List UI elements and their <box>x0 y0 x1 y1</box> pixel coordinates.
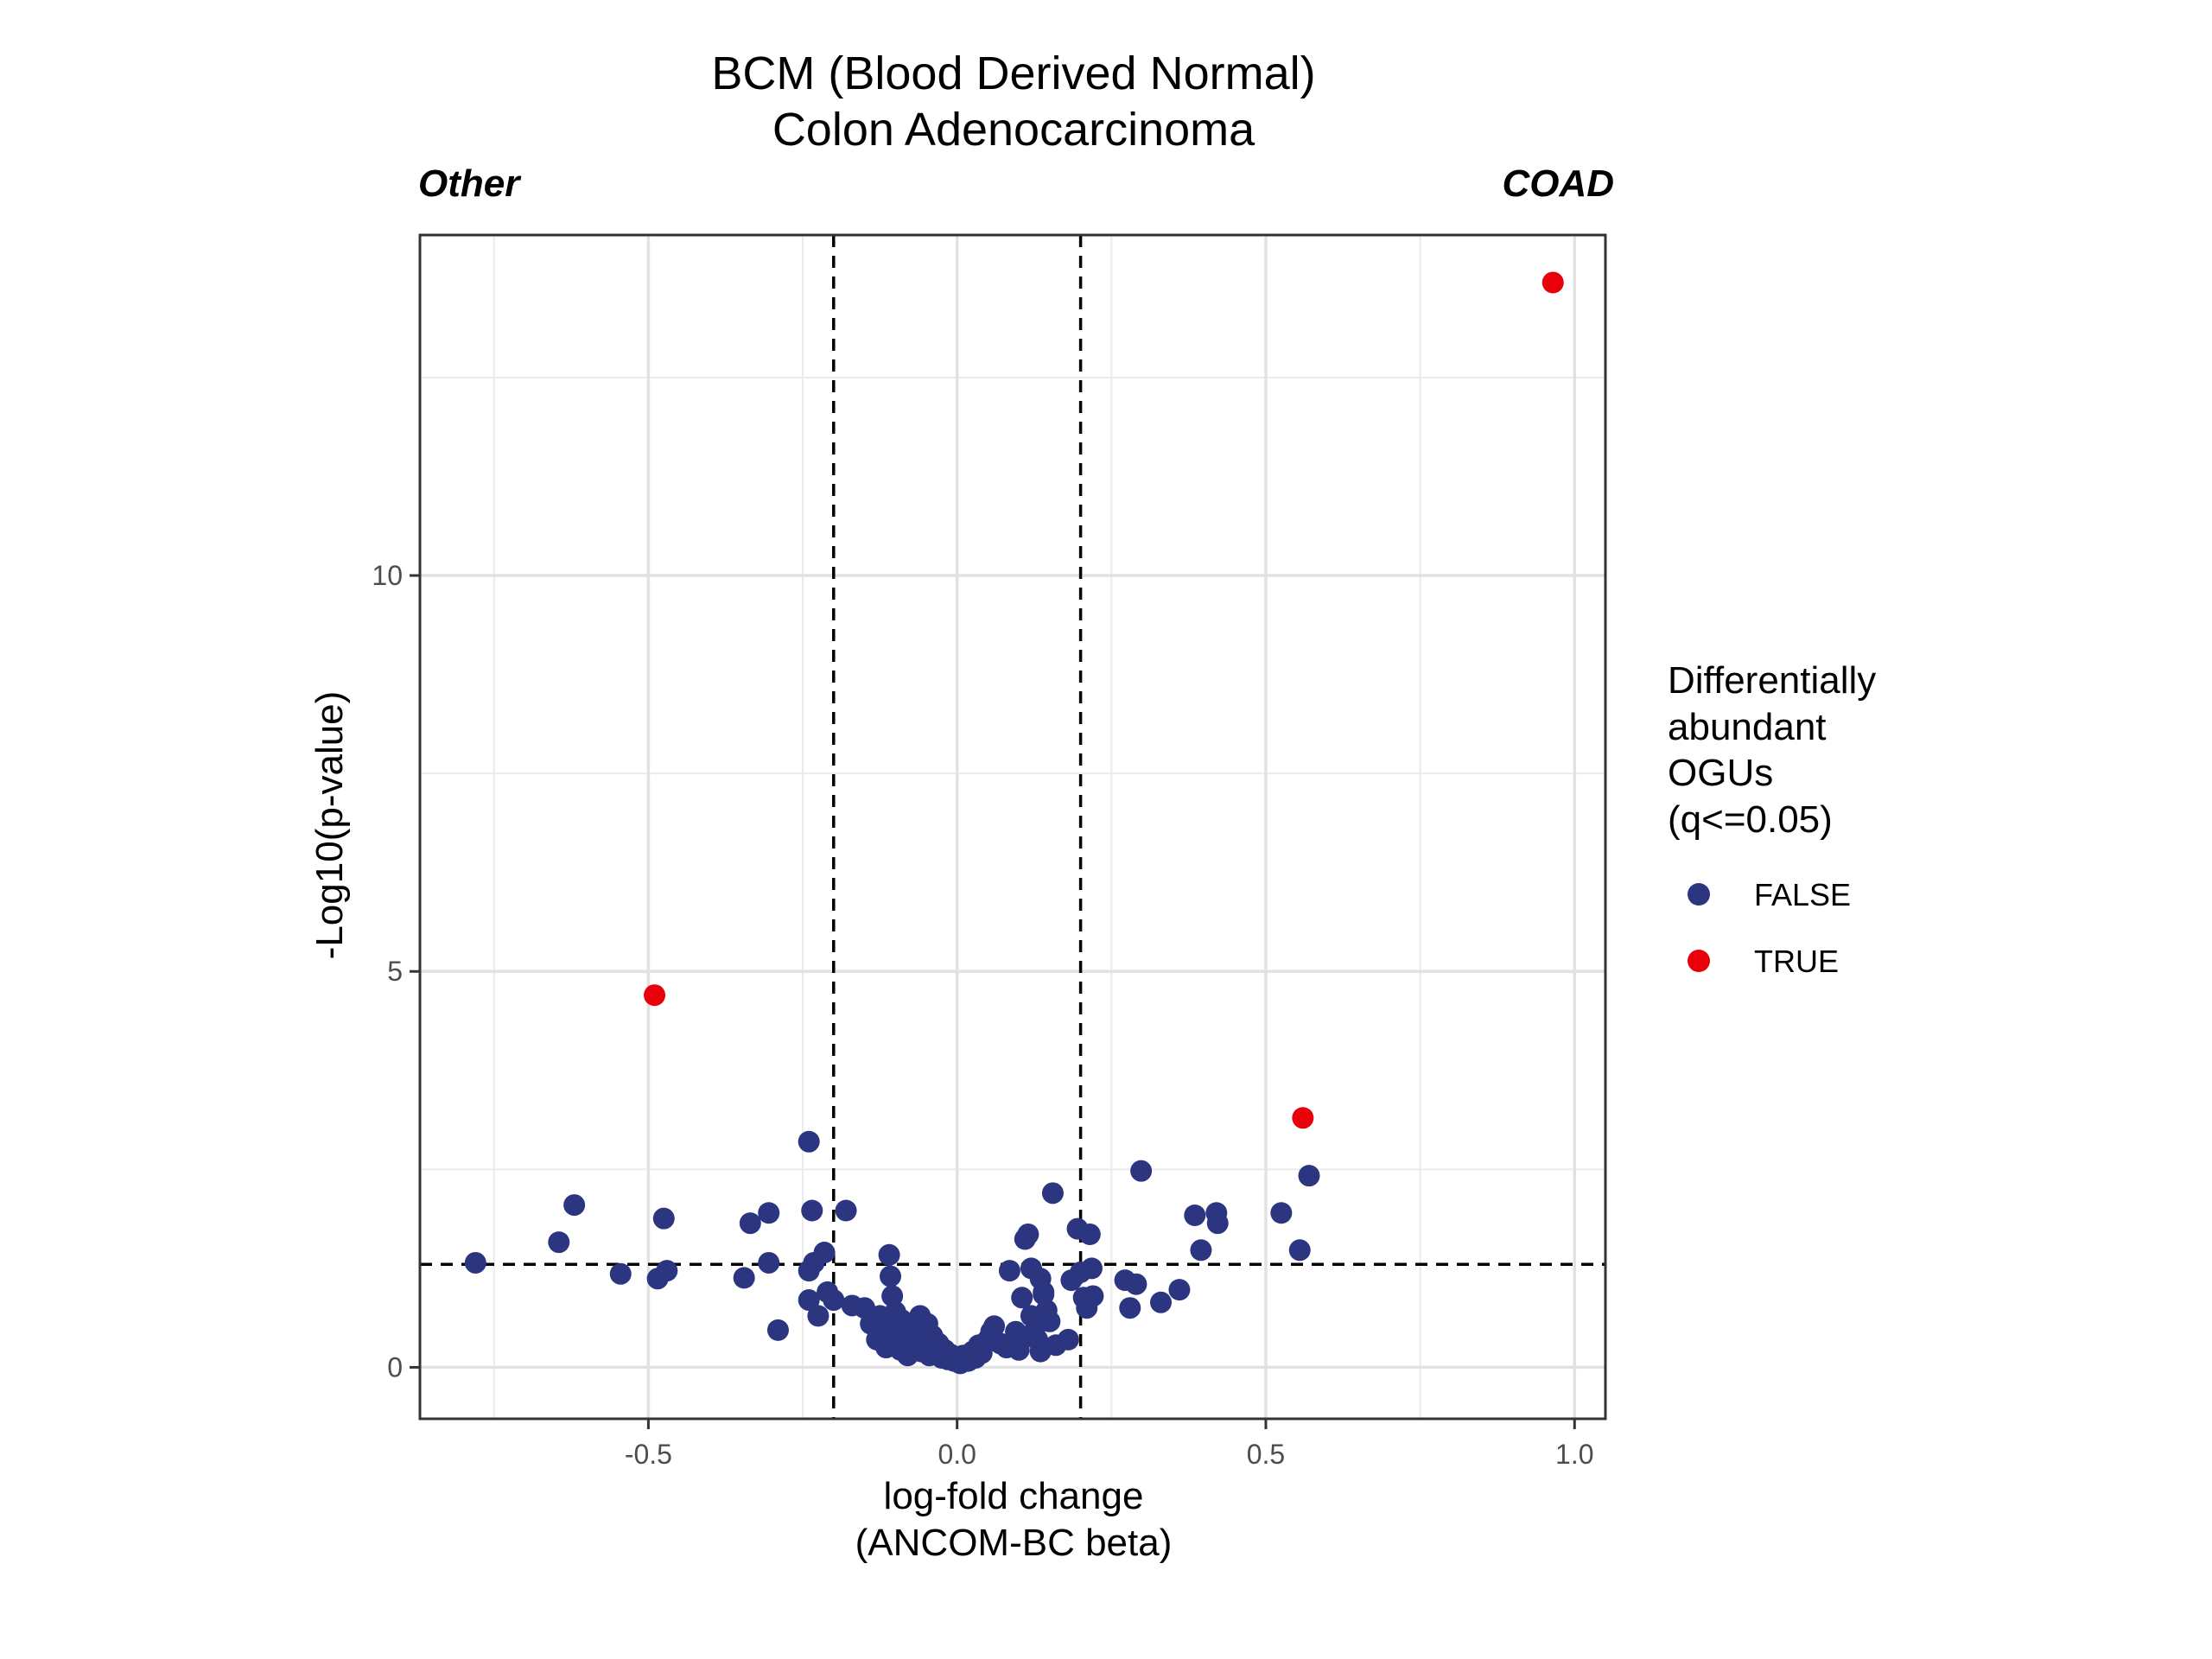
data-point-false <box>563 1194 586 1217</box>
data-point-false <box>548 1231 570 1254</box>
y-axis: 0 5 10 <box>372 560 420 1382</box>
x-tick-label: -0.5 <box>625 1439 672 1470</box>
data-point-true <box>1292 1107 1314 1129</box>
x-axis: -0.5 0.0 0.5 1.0 <box>625 1419 1594 1470</box>
x-tick-label: 0.5 <box>1247 1439 1285 1470</box>
data-point-false <box>880 1265 902 1287</box>
data-point-false <box>983 1315 1006 1338</box>
data-point-false <box>1082 1285 1104 1307</box>
data-point-false <box>739 1212 761 1235</box>
data-point-false <box>464 1251 486 1274</box>
grid-lines <box>420 235 1605 1419</box>
data-point-false <box>652 1207 675 1230</box>
data-point-false <box>801 1199 823 1222</box>
data-point-false <box>813 1242 836 1264</box>
x-tick-label: 0.0 <box>938 1439 976 1470</box>
data-point-false <box>835 1199 857 1222</box>
data-point-false <box>798 1130 820 1153</box>
data-point-false <box>1080 1257 1103 1280</box>
data-point-false <box>823 1289 845 1312</box>
data-point-false <box>1270 1202 1293 1224</box>
data-point-false <box>1206 1212 1229 1235</box>
legend-key-true <box>1688 950 1710 972</box>
right-group-label: COAD <box>1502 162 1614 205</box>
data-point-false <box>733 1267 755 1289</box>
data-point-false <box>1057 1328 1079 1351</box>
data-point-false <box>1007 1338 1030 1361</box>
x-axis-title-line-2: (ANCOM-BC beta) <box>855 1522 1173 1564</box>
data-point-false <box>1039 1310 1061 1332</box>
data-point-false <box>758 1251 780 1274</box>
data-point-false <box>1125 1273 1147 1295</box>
legend-title-line-3: OGUs <box>1668 752 1773 794</box>
legend-label-true: TRUE <box>1754 944 1839 979</box>
data-point-false <box>998 1260 1020 1282</box>
data-point-false <box>1288 1239 1311 1262</box>
legend-title-line-1: Differentially <box>1668 659 1876 702</box>
x-tick-label: 1.0 <box>1555 1439 1593 1470</box>
plot-panel-background <box>420 235 1605 1419</box>
y-axis-title: -Log10(p-value) <box>308 691 351 960</box>
data-point-false <box>1190 1239 1212 1262</box>
data-point-false <box>798 1289 820 1312</box>
data-point-false <box>1078 1223 1101 1245</box>
data-point-false <box>1168 1279 1191 1301</box>
data-point-false <box>758 1202 780 1224</box>
legend-label-false: FALSE <box>1754 877 1851 912</box>
data-point-false <box>1017 1223 1039 1245</box>
data-point-false <box>1011 1287 1033 1309</box>
data-point-false <box>656 1260 678 1282</box>
data-point-false <box>1041 1182 1064 1205</box>
data-point-false <box>1298 1165 1320 1187</box>
data-point-true <box>1541 271 1564 294</box>
x-axis-title-line-1: log-fold change <box>884 1475 1144 1517</box>
legend-title-line-4: (q<=0.05) <box>1668 798 1833 841</box>
plot-panel-border <box>418 233 1607 1421</box>
data-point-true <box>644 984 666 1007</box>
chart-title-line-1: BCM (Blood Derived Normal) <box>711 48 1315 99</box>
chart-title-line-2: Colon Adenocarcinoma <box>772 104 1255 156</box>
data-point-false <box>878 1243 900 1266</box>
y-tick-label: 0 <box>387 1351 403 1382</box>
legend: Differentially abundant OGUs (q<=0.05) F… <box>1668 659 1876 979</box>
data-point-false <box>1150 1291 1172 1313</box>
left-group-label: Other <box>418 162 522 205</box>
data-point-false <box>1119 1297 1141 1319</box>
data-point-false <box>1184 1204 1206 1226</box>
y-tick-label: 10 <box>372 560 403 591</box>
data-points <box>464 271 1564 1375</box>
legend-title-line-2: abundant <box>1668 706 1827 748</box>
data-point-false <box>766 1319 789 1341</box>
data-point-false <box>1130 1160 1153 1182</box>
data-point-false <box>807 1305 830 1327</box>
y-tick-label: 5 <box>387 956 403 987</box>
legend-key-false <box>1688 883 1710 906</box>
data-point-false <box>609 1262 632 1285</box>
